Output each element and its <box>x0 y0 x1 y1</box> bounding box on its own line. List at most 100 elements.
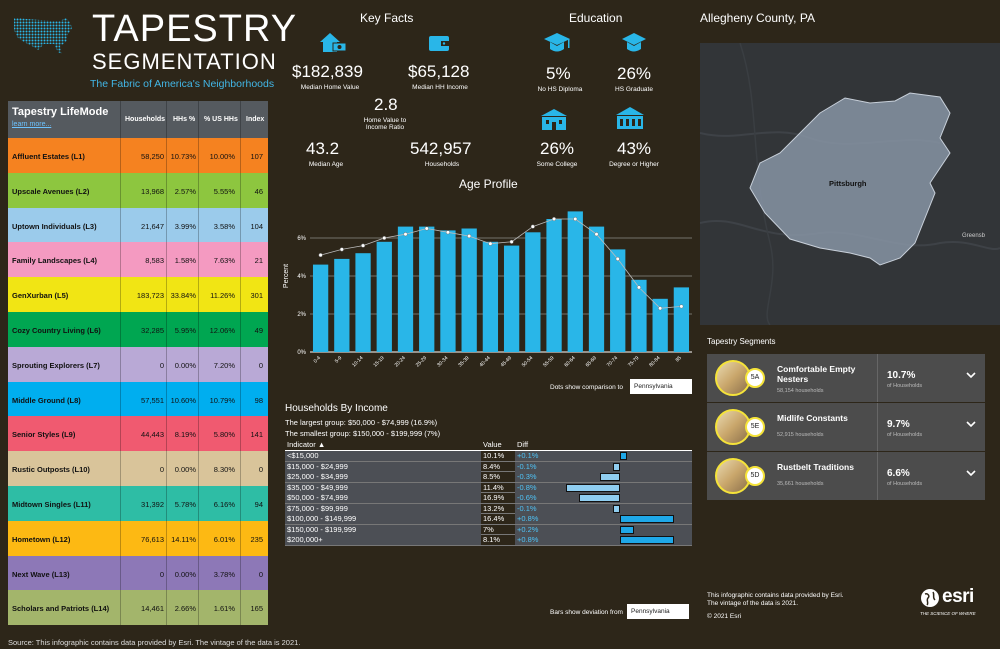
chevron-down-icon[interactable] <box>965 468 977 478</box>
header-value[interactable]: Value <box>483 440 502 449</box>
lifemode-index: 235 <box>250 534 263 544</box>
lifemode-hh-pct: 0.00% <box>174 465 196 475</box>
comparison-dot <box>339 247 344 252</box>
deviation-select[interactable]: Pennsylvania <box>627 604 689 619</box>
degree-value: 43% <box>617 139 652 158</box>
lifemode-households: 13,968 <box>141 186 164 196</box>
home-value-ratio: 2.8 <box>374 95 398 114</box>
income-row[interactable]: $200,000+ 8.1% +0.8% <box>285 535 692 546</box>
income-indicator: $75,000 - $99,999 <box>287 503 348 513</box>
header-diff[interactable]: Diff <box>517 440 529 449</box>
income-row[interactable]: $35,000 - $49,999 11.4% -0.8% <box>285 482 692 493</box>
lifemode-row[interactable]: Rustic Outposts (L10) 0 0.00% 8.30% 0 <box>8 451 268 487</box>
deviation-bar <box>620 515 675 523</box>
brand-title: Tapestry <box>92 8 298 50</box>
segment-card[interactable]: 5D Rustbelt Traditions 35,661 households 6.… <box>707 452 985 500</box>
income-diff: -0.1% <box>517 461 537 471</box>
lifemode-name: Sprouting Explorers (L7) <box>12 360 100 370</box>
house-money-icon <box>320 33 347 52</box>
esri-tagline: THE SCIENCE OF WHERE <box>920 611 976 616</box>
map-edge-label: Greensb <box>962 233 986 239</box>
lifemode-row[interactable]: Family Landscapes (L4) 8,583 1.58% 7.63% 21 <box>8 242 268 278</box>
age-bar <box>355 253 371 352</box>
lifemode-row[interactable]: Scholars and Patriots (L14) 14,461 2.66% 1.… <box>8 590 268 626</box>
segment-pct: 6.6% <box>887 468 910 479</box>
income-diff: -0.1% <box>517 503 537 513</box>
segment-card[interactable]: 5A Comfortable Empty Nesters 58,154 househ… <box>707 354 985 402</box>
comparison-dot <box>467 234 472 239</box>
x-tick-label: 0-4 <box>313 355 323 365</box>
lifemode-row[interactable]: Upscale Avenues (L2) 13,968 2.57% 5.55% 46 <box>8 172 268 208</box>
chevron-down-icon[interactable] <box>965 370 977 380</box>
some-college-label: Some College <box>536 161 578 168</box>
segment-divider <box>877 403 878 451</box>
lifemode-name: Affluent Estates (L1) <box>12 152 85 161</box>
lifemode-row[interactable]: Middle Ground (L8) 57,551 10.60% 10.79% 98 <box>8 381 268 417</box>
income-row[interactable]: <$15,000 10.1% +0.1% <box>285 451 692 462</box>
deviation-bar <box>620 452 627 460</box>
income-row[interactable]: $15,000 - $24,999 8.4% -0.1% <box>285 461 692 472</box>
income-diff: +0.8% <box>517 514 539 523</box>
comparison-dot <box>636 285 641 290</box>
county-map[interactable]: Pittsburgh Greensb <box>700 43 1000 325</box>
segment-pct: 10.7% <box>887 370 916 381</box>
column-divider <box>166 101 167 625</box>
lifemode-table: Tapestry LifeMode learn more... Househol… <box>8 101 268 626</box>
age-bar <box>334 258 350 352</box>
lifemode-row[interactable]: Sprouting Explorers (L7) 0 0.00% 7.20% 0 <box>8 346 268 382</box>
lifemode-index: 98 <box>254 395 263 405</box>
segment-code: 5D <box>745 466 765 486</box>
lifemode-households: 58,250 <box>141 152 164 161</box>
lifemode-row[interactable]: Hometown (L12) 76,613 14.11% 6.01% 235 <box>8 520 268 556</box>
age-bar <box>419 226 435 352</box>
esri-logo[interactable]: esri THE SCIENCE OF WHERE <box>920 586 990 624</box>
wallet-icon <box>429 36 449 51</box>
segment-name: Rustbelt Traditions <box>777 462 854 472</box>
age-bar <box>312 264 329 352</box>
lifemode-row[interactable]: Affluent Estates (L1) 58,250 10.73% 10.00% 1… <box>8 138 268 173</box>
x-tick-label: 15-19 <box>372 355 385 368</box>
comparison-select[interactable]: Pennsylvania <box>630 379 692 394</box>
age-bar <box>631 279 647 352</box>
learn-more-link[interactable]: learn more... <box>12 121 52 128</box>
segment-name: Midlife Constants <box>777 413 848 423</box>
segment-name: Comfortable Empty Nesters <box>777 364 856 384</box>
header-indicator[interactable]: Indicator ▲ <box>287 440 326 449</box>
income-row[interactable]: $100,000 - $149,999 16.4% +0.8% <box>285 514 692 525</box>
lifemode-hh-pct: 8.19% <box>174 430 196 440</box>
no-hs-value: 5% <box>546 64 571 83</box>
lifemode-index: 94 <box>254 500 263 509</box>
segment-pct-label: of Households <box>887 432 923 438</box>
lifemode-row[interactable]: Next Wave (L13) 0 0.00% 3.78% 0 <box>8 555 268 591</box>
lifemode-row[interactable]: Cozy Country Living (L6) 32,285 5.95% 12.06… <box>8 312 268 347</box>
income-row[interactable]: $25,000 - $34,999 8.5% -0.3% <box>285 472 692 483</box>
home-value-ratio-label: Home Value to Income Ratio <box>363 117 407 131</box>
column-divider <box>240 101 241 625</box>
income-indicator: $100,000 - $149,999 <box>287 514 357 523</box>
cell-background <box>515 535 692 545</box>
segment-households: 35,661 households <box>777 481 824 487</box>
deviation-bar <box>620 525 634 534</box>
deviation-bar <box>613 504 620 513</box>
lifemode-name: Senior Styles (L9) <box>12 430 76 440</box>
age-bar <box>525 232 541 352</box>
cell-background <box>515 503 692 514</box>
age-profile-title: Age Profile <box>459 177 518 191</box>
lifemode-row[interactable]: Senior Styles (L9) 44,443 8.19% 5.80% 141 <box>8 416 268 452</box>
lifemode-row[interactable]: GenXurban (L5) 183,723 33.84% 11.26% 301 <box>8 277 268 313</box>
x-tick-label: 50-54 <box>521 355 534 368</box>
lifemode-row[interactable]: Uptown Individuals (L3) 21,647 3.99% 3.58% 1… <box>8 207 268 243</box>
brand-tagline: The Fabric of America's Neighborhoods <box>90 78 275 90</box>
lifemode-row[interactable]: Midtown Singles (L11) 31,392 5.78% 6.16% 94 <box>8 486 268 521</box>
chevron-down-icon[interactable] <box>965 419 977 429</box>
deviation-bar <box>579 494 620 502</box>
lifemode-name: Hometown (L12) <box>12 534 71 544</box>
income-row[interactable]: $50,000 - $74,999 16.9% -0.6% <box>285 493 692 504</box>
age-bar <box>652 298 668 352</box>
segment-card[interactable]: 5E Midlife Constants 52,915 households 9.7%… <box>707 403 985 451</box>
lifemode-index: 0 <box>258 465 263 475</box>
income-value: 16.9% <box>483 493 505 502</box>
comparison-line <box>320 218 682 309</box>
income-row[interactable]: $75,000 - $99,999 13.2% -0.1% <box>285 503 692 514</box>
income-row[interactable]: $150,000 - $199,999 7% +0.2% <box>285 524 692 535</box>
